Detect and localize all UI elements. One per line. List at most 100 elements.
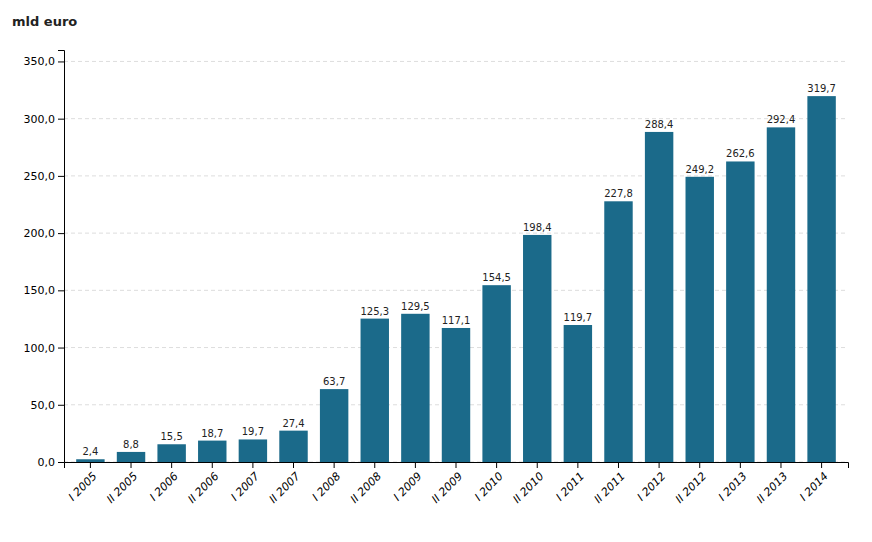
bar bbox=[442, 328, 470, 462]
x-tick-mark bbox=[577, 462, 578, 468]
bar bbox=[767, 127, 795, 462]
bar bbox=[117, 452, 145, 462]
data-label: 262,6 bbox=[726, 148, 755, 159]
data-label: 8,8 bbox=[123, 439, 139, 450]
data-label: 319,7 bbox=[807, 83, 836, 94]
x-tick: II 2009 bbox=[429, 462, 465, 506]
x-tick-label: II 2013 bbox=[754, 470, 790, 506]
grid-line bbox=[64, 118, 848, 119]
y-tick-mark bbox=[58, 290, 64, 291]
data-label: 19,7 bbox=[242, 426, 264, 437]
x-tick-label: I 2007 bbox=[228, 470, 262, 504]
bars bbox=[76, 96, 836, 462]
x-tick-mark bbox=[780, 462, 781, 468]
bar bbox=[157, 444, 185, 462]
y-tick-label: 350,0 bbox=[24, 55, 56, 68]
bar bbox=[76, 459, 104, 462]
x-tick-label: II 2009 bbox=[429, 470, 465, 506]
data-label: 119,7 bbox=[564, 312, 593, 323]
x-tick-mark bbox=[252, 462, 253, 468]
x-tick: I 2009 bbox=[391, 462, 425, 504]
y-tick: 150,0 bbox=[24, 284, 65, 297]
x-tick-label: I 2009 bbox=[391, 470, 425, 504]
x-tick-label: II 2008 bbox=[348, 470, 384, 506]
y-axis: 0,0 50,0 100,0 150,0 200,0 250,0 300,0 350,0 bbox=[24, 51, 65, 470]
x-tick-label: II 2005 bbox=[104, 470, 140, 506]
bar bbox=[645, 132, 673, 462]
bar bbox=[401, 314, 429, 462]
y-tick-mark bbox=[58, 405, 64, 406]
x-tick-mark bbox=[334, 462, 335, 468]
x-tick: I 2014 bbox=[797, 462, 831, 504]
bar bbox=[279, 431, 307, 462]
data-label: 125,3 bbox=[360, 306, 389, 317]
y-tick: 350,0 bbox=[24, 55, 65, 68]
y-tick: 300,0 bbox=[24, 113, 65, 126]
y-tick: 200,0 bbox=[24, 227, 65, 240]
y-tick-label: 50,0 bbox=[31, 399, 56, 412]
data-label: 129,5 bbox=[401, 301, 430, 312]
chart: 0,0 50,0 100,0 150,0 200,0 250,0 300,0 350,0 I 2… bbox=[0, 0, 872, 542]
bar bbox=[198, 441, 226, 462]
x-tick: I 2012 bbox=[635, 462, 669, 504]
y-tick: 100,0 bbox=[24, 342, 65, 355]
x-tick-mark bbox=[131, 462, 132, 468]
x-tick: I 2013 bbox=[716, 462, 750, 504]
x-tick-label: I 2010 bbox=[472, 470, 506, 504]
bar bbox=[320, 389, 348, 462]
x-tick: II 2012 bbox=[673, 462, 709, 506]
x-tick: II 2008 bbox=[348, 462, 384, 506]
y-tick-label: 150,0 bbox=[24, 284, 56, 297]
x-tick-mark bbox=[496, 462, 497, 468]
x-tick-mark bbox=[171, 462, 172, 468]
bar bbox=[726, 161, 754, 462]
y-tick-mark bbox=[58, 462, 64, 463]
y-axis-line bbox=[58, 51, 65, 463]
y-tick-mark bbox=[58, 233, 64, 234]
x-tick-mark bbox=[659, 462, 660, 468]
y-tick-mark bbox=[58, 348, 64, 349]
bar bbox=[482, 285, 510, 462]
data-label: 2,4 bbox=[82, 446, 98, 457]
y-tick: 250,0 bbox=[24, 170, 65, 183]
y-axis-title: mld euro bbox=[12, 14, 77, 29]
x-tick: I 2006 bbox=[147, 462, 181, 504]
x-tick: I 2010 bbox=[472, 462, 506, 504]
x-axis-line bbox=[65, 463, 849, 469]
x-tick-mark bbox=[537, 462, 538, 468]
x-tick: II 2006 bbox=[185, 462, 221, 506]
x-axis: I 2005II 2005I 2006II 2006I 2007II 2007 I… bbox=[65, 462, 849, 506]
x-tick: II 2005 bbox=[104, 462, 140, 506]
grid bbox=[64, 61, 848, 462]
x-tick-label: I 2013 bbox=[716, 470, 750, 504]
x-tick: I 2007 bbox=[228, 462, 262, 504]
x-tick-mark bbox=[740, 462, 741, 468]
x-tick: II 2013 bbox=[754, 462, 790, 506]
x-tick: I 2005 bbox=[66, 462, 100, 504]
y-tick-label: 200,0 bbox=[24, 227, 56, 240]
x-tick-mark bbox=[90, 462, 91, 468]
y-tick-mark bbox=[58, 176, 64, 177]
y-tick-label: 250,0 bbox=[24, 170, 56, 183]
x-tick-label: II 2012 bbox=[673, 470, 709, 506]
x-tick-label: II 2006 bbox=[185, 470, 221, 506]
y-tick-label: 0,0 bbox=[38, 456, 56, 469]
y-tick-label: 100,0 bbox=[24, 342, 56, 355]
x-tick: II 2010 bbox=[510, 462, 546, 506]
data-label: 292,4 bbox=[767, 114, 796, 125]
x-tick: II 2011 bbox=[592, 462, 628, 506]
data-label: 227,8 bbox=[604, 188, 633, 199]
y-tick-mark bbox=[58, 61, 64, 62]
bar bbox=[523, 235, 551, 462]
data-label: 63,7 bbox=[323, 376, 345, 387]
data-label: 154,5 bbox=[482, 272, 511, 283]
bar bbox=[564, 325, 592, 462]
x-tick-label: II 2007 bbox=[267, 470, 303, 506]
data-labels: 2,48,815,518,719,727,463,7125,3129,5117,… bbox=[82, 83, 835, 457]
x-tick-label: I 2011 bbox=[553, 470, 587, 504]
grid-line bbox=[64, 61, 848, 62]
data-label: 288,4 bbox=[645, 119, 674, 130]
x-tick-mark bbox=[212, 462, 213, 468]
x-tick-mark bbox=[456, 462, 457, 468]
bar bbox=[686, 177, 714, 462]
